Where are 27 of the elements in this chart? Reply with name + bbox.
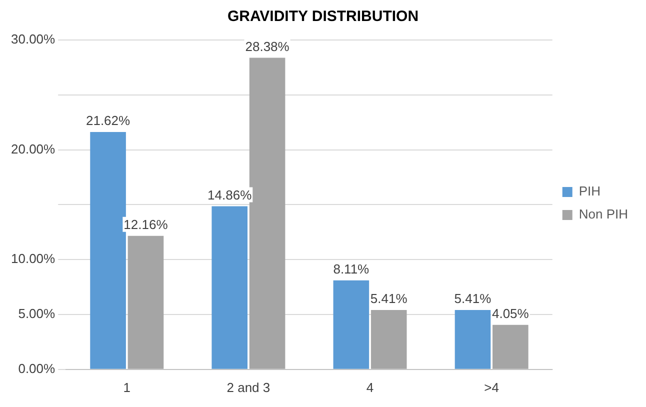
bar (212, 206, 248, 369)
data-label: 5.41% (370, 291, 408, 306)
y-tick-label: 20.00% (10, 141, 56, 156)
y-tick-label: 0.00% (18, 360, 56, 376)
data-label: 4.05% (492, 306, 530, 322)
data-label: 12.16% (124, 216, 168, 232)
y-tick-label: 5.00% (18, 306, 56, 322)
data-label: 8.11% (333, 261, 370, 276)
data-label: 21.62% (86, 113, 131, 128)
data-label: 14.86% (208, 187, 252, 202)
bar (370, 310, 407, 369)
bar (128, 236, 164, 369)
bar (492, 324, 528, 369)
x-tick-label: >4 (484, 380, 499, 395)
data-label: 5.41% (454, 291, 492, 306)
chart-title: GRAVIDITY DISTRIBUTION (227, 8, 419, 26)
bar (333, 280, 370, 369)
data-label: 28.38% (245, 38, 290, 54)
bar (454, 310, 491, 369)
y-tick-label: 10.00% (10, 251, 56, 266)
legend-label: PIH (578, 184, 601, 199)
x-tick-label: 2 and 3 (226, 380, 270, 395)
x-tick-label: 4 (366, 380, 374, 395)
x-tick-label: 1 (123, 380, 130, 395)
legend-label: Non PIH (578, 206, 628, 222)
y-tick-label: 30.00% (10, 32, 56, 47)
bar (90, 132, 126, 369)
